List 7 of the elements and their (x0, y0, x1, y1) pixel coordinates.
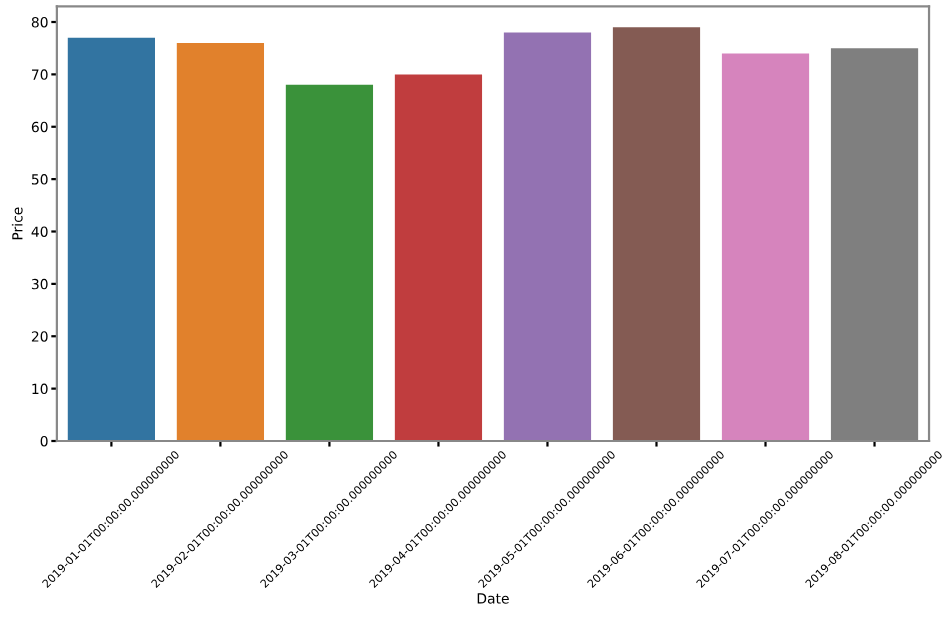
bar (721, 53, 810, 441)
bar (285, 84, 374, 441)
bar (394, 74, 483, 441)
bar (176, 42, 265, 441)
bar (612, 27, 701, 441)
bar (67, 37, 155, 441)
bar (503, 32, 592, 441)
